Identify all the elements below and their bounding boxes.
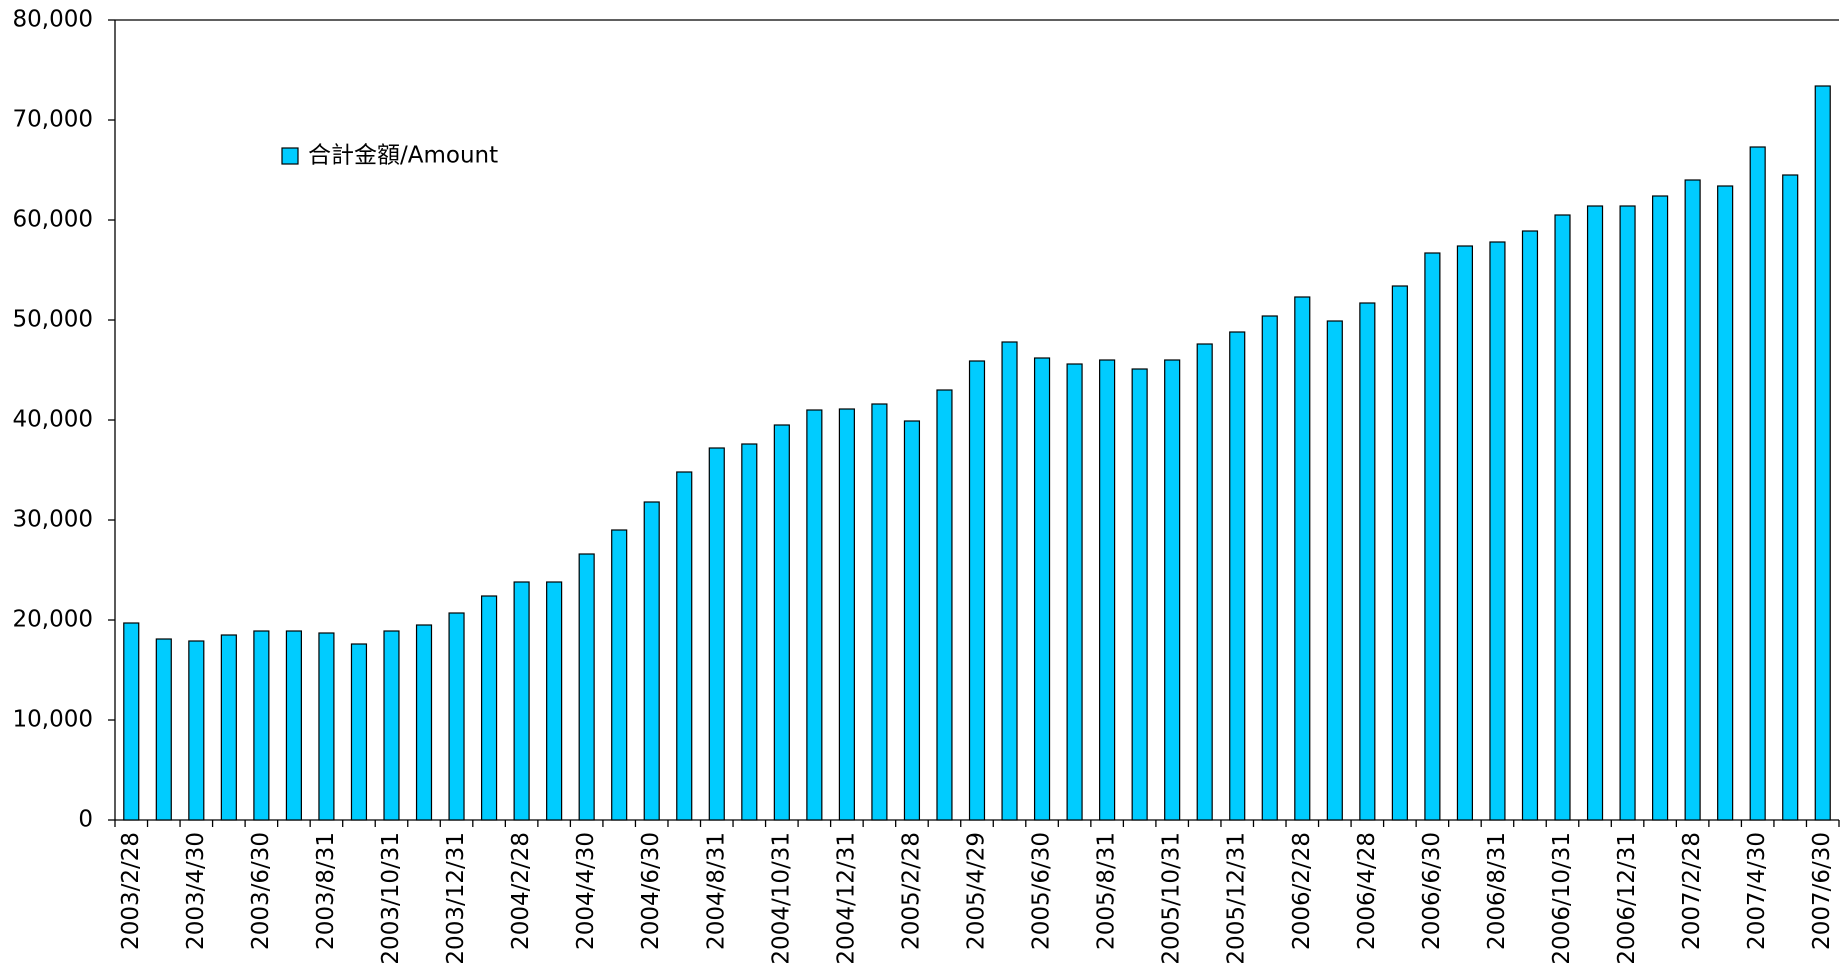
bar — [383, 630, 400, 821]
x-tick-label: 2005/8/31 — [1094, 832, 1120, 950]
x-tick-label: 2004/6/30 — [638, 832, 664, 950]
bar — [1294, 296, 1311, 821]
bar — [1391, 285, 1408, 821]
x-tick-label: 2005/10/31 — [1159, 832, 1185, 964]
x-tick-label: 2004/8/31 — [703, 832, 729, 950]
x-tick-label: 2003/10/31 — [378, 832, 404, 964]
bar — [1554, 214, 1571, 821]
x-tick-label: 2005/12/31 — [1224, 832, 1250, 964]
bar — [1456, 245, 1474, 821]
x-tick-label: 2007/2/28 — [1679, 832, 1705, 950]
x-tick-label: 2005/4/29 — [964, 832, 990, 950]
bar — [611, 529, 628, 821]
y-tick-label: 20,000 — [13, 607, 93, 633]
x-tick-label: 2003/8/31 — [313, 832, 339, 950]
bar — [1652, 195, 1669, 821]
x-tick-label: 2004/12/31 — [833, 832, 859, 964]
bar — [773, 424, 790, 821]
x-tick-label: 2003/12/31 — [443, 832, 469, 964]
x-tick-label: 2006/8/31 — [1484, 832, 1510, 950]
bar — [643, 501, 660, 821]
bar — [838, 408, 855, 821]
x-tick-label: 2004/2/28 — [508, 832, 534, 950]
y-tick-label: 80,000 — [13, 7, 93, 33]
legend-swatch — [281, 147, 299, 165]
bar — [1261, 315, 1278, 821]
bar — [1586, 205, 1604, 821]
bar — [1326, 320, 1343, 821]
y-tick-label: 10,000 — [13, 707, 93, 733]
bar — [1196, 343, 1213, 821]
x-tick-label: 2005/6/30 — [1029, 832, 1055, 950]
bar — [968, 360, 986, 821]
y-tick-label: 70,000 — [13, 107, 93, 133]
bar — [318, 632, 335, 821]
bar — [1489, 241, 1506, 821]
bar — [1717, 185, 1734, 821]
y-tick-label: 0 — [78, 807, 93, 833]
bar — [936, 389, 953, 821]
bar — [741, 443, 758, 821]
x-tick-label: 2006/4/28 — [1354, 832, 1380, 950]
bar — [676, 471, 693, 821]
x-tick-label: 2004/10/31 — [768, 832, 794, 964]
bar — [1684, 179, 1701, 821]
x-tick-label: 2006/6/30 — [1419, 832, 1445, 950]
bar — [123, 622, 140, 821]
bar — [220, 634, 237, 821]
y-tick-label: 40,000 — [13, 407, 93, 433]
x-tick-label: 2006/10/31 — [1549, 832, 1575, 964]
bar — [188, 640, 205, 821]
bar — [806, 409, 823, 821]
y-tick-label: 60,000 — [13, 207, 93, 233]
bar — [1066, 363, 1083, 821]
bar — [1164, 359, 1181, 821]
bar — [1619, 205, 1636, 821]
x-tick-label: 2007/6/30 — [1809, 832, 1835, 950]
x-tick-label: 2003/6/30 — [248, 832, 274, 950]
bar — [708, 447, 725, 821]
bar — [1099, 359, 1116, 821]
bar — [1814, 85, 1831, 821]
x-tick-label: 2003/4/30 — [183, 832, 209, 950]
y-tick-label: 50,000 — [13, 307, 93, 333]
bar — [578, 553, 595, 821]
bar — [1424, 252, 1441, 821]
x-tick-label: 2005/2/28 — [898, 832, 924, 950]
bar — [1001, 341, 1018, 821]
legend-label: 合計金額/Amount — [308, 143, 498, 169]
bar — [1131, 368, 1148, 821]
bar — [1521, 230, 1539, 821]
bar — [1749, 146, 1766, 821]
bar — [903, 420, 921, 821]
bar — [1033, 357, 1051, 821]
bar — [546, 581, 563, 821]
bar — [285, 630, 302, 821]
bar — [513, 581, 530, 821]
bar — [415, 624, 433, 821]
bar — [350, 643, 368, 821]
bar — [1359, 302, 1376, 821]
x-tick-label: 2003/2/28 — [118, 832, 144, 950]
bar — [1782, 174, 1799, 821]
x-tick-label: 2006/12/31 — [1614, 832, 1640, 964]
bar — [253, 630, 270, 821]
x-tick-label: 2007/4/30 — [1744, 832, 1770, 950]
y-tick-label: 30,000 — [13, 507, 93, 533]
bar — [448, 612, 465, 821]
bar — [1229, 331, 1246, 821]
x-tick-label: 2006/2/28 — [1289, 832, 1315, 950]
bar — [871, 403, 888, 821]
x-tick-label: 2004/4/30 — [573, 832, 599, 950]
bar — [480, 595, 498, 821]
bar — [155, 638, 172, 821]
